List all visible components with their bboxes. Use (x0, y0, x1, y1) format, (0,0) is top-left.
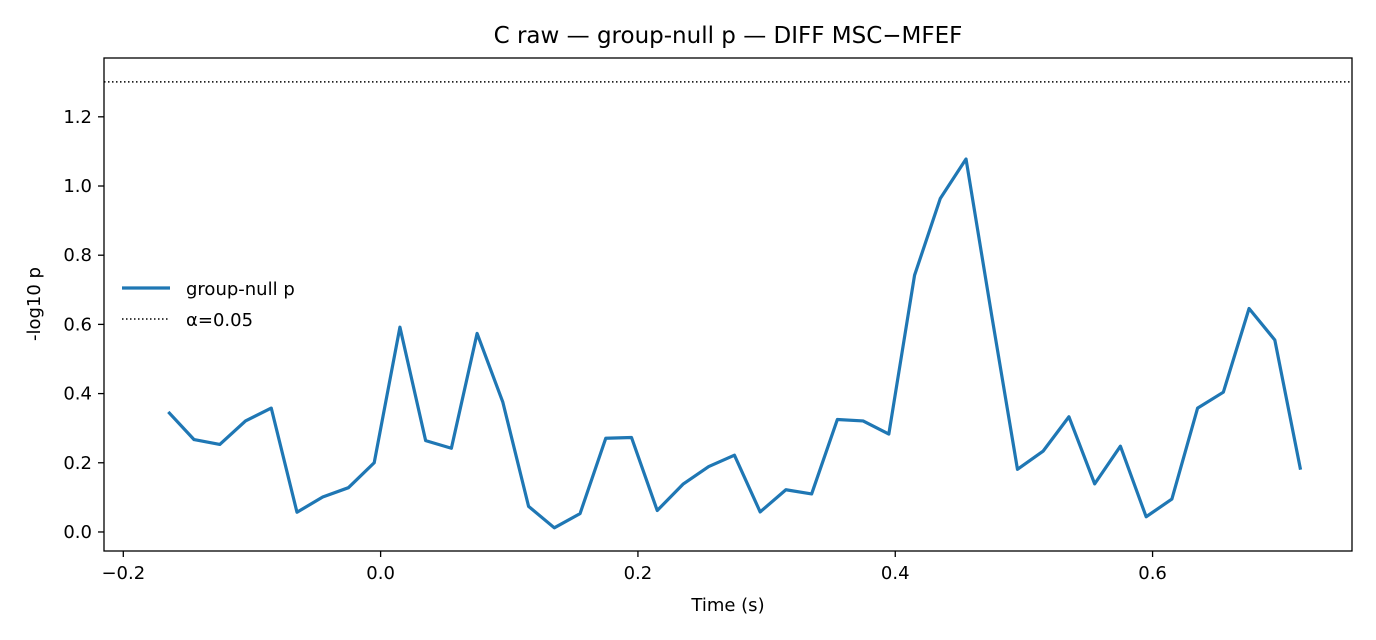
y-tick-label: 1.0 (63, 176, 92, 197)
y-tick-label: 0.4 (63, 384, 92, 405)
y-tick-label: 1.2 (63, 107, 92, 128)
y-tick-label: 0.2 (63, 453, 92, 474)
x-axis: −0.2 0.0 0.2 0.4 0.6 (101, 551, 1167, 584)
x-tick-label: −0.2 (101, 563, 145, 584)
x-tick-label: 0.6 (1138, 563, 1167, 584)
plot-area: −0.2 0.0 0.2 0.4 0.6 0.0 0.2 0.4 0.6 0.8 1.0 1.2 (63, 57, 1353, 584)
x-tick-label: 0.0 (366, 563, 395, 584)
series-line-group-null-p (167, 157, 1303, 530)
y-axis: 0.0 0.2 0.4 0.6 0.8 1.0 1.2 (63, 107, 104, 543)
legend-label-alpha: α=0.05 (186, 310, 253, 331)
x-tick-label: 0.4 (881, 563, 910, 584)
y-tick-label: 0.6 (63, 314, 92, 335)
series-layer (104, 81, 1352, 530)
y-axis-label: -log10 p (24, 267, 45, 341)
y-tick-label: 0.8 (63, 245, 92, 266)
x-tick-label: 0.2 (624, 563, 653, 584)
chart-title: C raw — group-null p — DIFF MSC−MFEF (494, 23, 963, 49)
axes-frame (103, 57, 1353, 552)
x-axis-label: Time (s) (690, 595, 764, 616)
y-tick-label: 0.0 (63, 522, 92, 543)
legend-label-group-null-p: group-null p (186, 279, 295, 300)
legend: group-null p α=0.05 (122, 279, 295, 331)
